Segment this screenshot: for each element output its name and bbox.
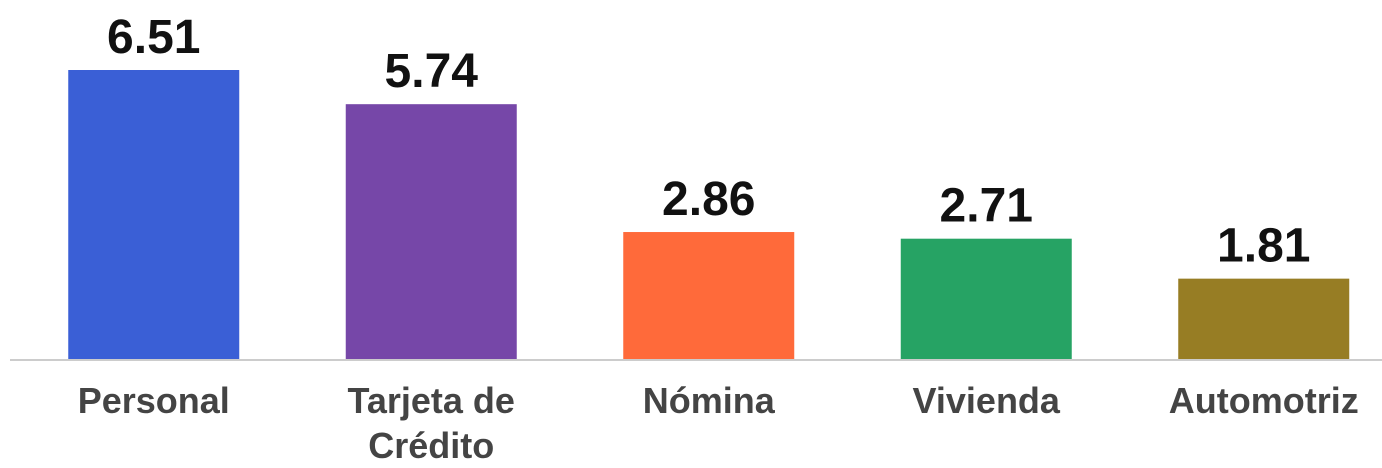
x-tick-label: Tarjeta de Crédito bbox=[347, 380, 515, 466]
value-label: 2.86 bbox=[662, 173, 755, 226]
value-label: 1.81 bbox=[1217, 220, 1310, 273]
x-tick-label: Automotriz bbox=[1168, 380, 1359, 421]
bar bbox=[900, 238, 1072, 359]
x-tick-label: Nómina bbox=[642, 380, 775, 421]
x-tick-label: Personal bbox=[77, 380, 230, 421]
bar bbox=[345, 104, 517, 359]
bar bbox=[68, 70, 240, 359]
bar bbox=[623, 232, 795, 359]
bar bbox=[1178, 278, 1350, 359]
value-label: 5.74 bbox=[385, 45, 479, 98]
value-label: 2.71 bbox=[940, 180, 1033, 233]
value-label: 6.51 bbox=[107, 11, 200, 64]
x-tick-label: Vivienda bbox=[912, 380, 1060, 421]
